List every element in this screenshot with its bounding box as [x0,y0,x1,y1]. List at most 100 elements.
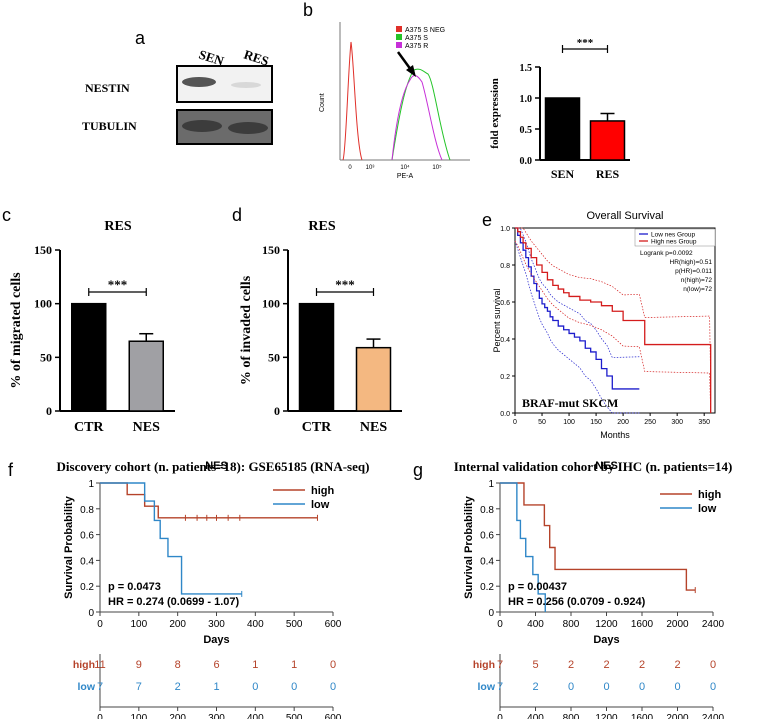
flow-legend-swatch-r [396,42,402,48]
y-tick-label: 50 [268,350,280,364]
risk-row-label: low [78,681,96,693]
risk-x-tick-label: 1600 [631,713,654,719]
category-label: NES [133,420,160,435]
category-label: CTR [74,420,104,435]
risk-count: 2 [603,659,609,671]
x-tick-label: 200 [617,419,629,426]
panel-label-c: c [2,205,11,225]
x-tick-label: 300 [671,419,683,426]
x-tick-label: 400 [247,619,264,630]
stat-label: n(high)=72 [681,277,713,284]
risk-row-label: high [473,659,495,671]
western-blot: SEN RES NESTIN TUBULIN [82,47,273,145]
y-tick-label: 0.0 [520,156,533,167]
x-tick-label: 300 [208,619,225,630]
y-tick-label: 0.2 [480,582,494,593]
flow-histogram: Count A375 S NEG A375 S A375 R 0 10³ 10⁴… [319,22,470,180]
y-tick-label: 0.8 [80,505,94,516]
risk-count: 0 [330,681,336,693]
x-tick-label: 0 [97,619,103,630]
bar [298,302,335,412]
x-tick-label: 2000 [666,619,689,630]
bar [355,346,392,412]
y-tick-label: 1.5 [520,63,533,74]
y-tick-label: 0.6 [80,531,94,542]
risk-x-tick-label: 500 [286,713,303,719]
risk-count: 6 [213,659,219,671]
y-tick-label: 0.6 [500,300,510,307]
stat-label: HR = 0.256 (0.0709 - 0.924) [508,596,646,608]
risk-count: 1 [252,659,258,671]
y-tick-label: 0.6 [480,531,494,542]
risk-x-tick-label: 0 [497,713,503,719]
category-label: CTR [302,420,332,435]
y-tick-label: 1.0 [500,226,510,233]
y-tick-label: 0.4 [500,337,510,344]
survival-curve [515,227,640,390]
x-tick-label: 800 [563,619,580,630]
risk-count: 0 [710,659,716,671]
category-label: RES [596,167,620,181]
flow-legend-swatch-neg [396,26,402,32]
category-label: NES [360,420,387,435]
survival-chart-e: Overall Survival 0.0 0.2 0.4 0.6 0.8 1.0 0 50 100… [492,210,716,440]
risk-count: 0 [330,659,336,671]
risk-count: 0 [291,681,297,693]
x-tick-label: 100 [130,619,147,630]
stat-label: HR(high)=0.51 [670,259,713,266]
x-axis-label: Days [593,634,619,646]
significance-stars: *** [577,37,594,49]
flow-xtick: 10⁴ [400,164,410,171]
chart-title: RES [308,219,335,234]
risk-count: 2 [568,659,574,671]
x-tick-label: 1600 [631,619,654,630]
risk-count: 2 [674,659,680,671]
risk-x-tick-label: 800 [563,713,580,719]
chart-title: Discovery cohort (n. patients=18): GSE65… [57,460,370,474]
chart-title: Internal validation cohort by IHC (n. pa… [454,460,733,474]
y-tick-label: 0.8 [500,263,510,270]
legend-label: High nes Group [651,239,697,246]
blot-nestin-band-sen [182,77,216,87]
y-axis-label: Percent survival [492,288,502,352]
y-axis-label: Survival Probability [63,495,75,599]
cohort-annotation: BRAF-mut SKCM [522,396,618,410]
risk-count: 8 [175,659,181,671]
legend-label: high [698,489,721,501]
bar [589,120,626,161]
significance-stars: *** [108,277,128,292]
panel-label-d: d [232,205,243,225]
risk-x-tick-label: 0 [97,713,103,719]
y-axis-label: Survival Probability [463,495,475,599]
x-tick-label: 2400 [702,619,725,630]
flow-ylabel: Count [319,93,326,112]
risk-x-tick-label: 2000 [666,713,689,719]
panel-label-a: a [135,28,146,48]
stat-label: p = 0.0473 [108,581,161,593]
y-tick-label: 0 [88,608,94,619]
risk-x-tick-label: 400 [247,713,264,719]
legend-label: low [311,499,330,511]
chart-title: Overall Survival [586,210,663,222]
x-tick-label: 150 [590,419,602,426]
risk-count: 9 [136,659,142,671]
risk-count: 0 [568,681,574,693]
x-axis-label: Days [203,634,229,646]
risk-count: 0 [639,681,645,693]
y-tick-label: 150 [34,243,52,257]
x-tick-label: 0 [513,419,517,426]
survival-curve [500,482,546,612]
risk-x-tick-label: 400 [527,713,544,719]
risk-count: 0 [252,681,258,693]
y-tick-label: 150 [262,243,280,257]
x-tick-label: 600 [325,619,342,630]
significance-stars: *** [335,277,355,292]
legend-label: Low nes Group [651,232,695,239]
risk-count: 5 [532,659,538,671]
x-tick-label: 1200 [595,619,618,630]
risk-count: 7 [497,681,503,693]
y-tick-label: 0 [274,404,280,418]
legend-box [634,228,716,247]
risk-row-label: high [73,659,95,671]
stat-label: p(HR)=0.011 [675,268,712,275]
